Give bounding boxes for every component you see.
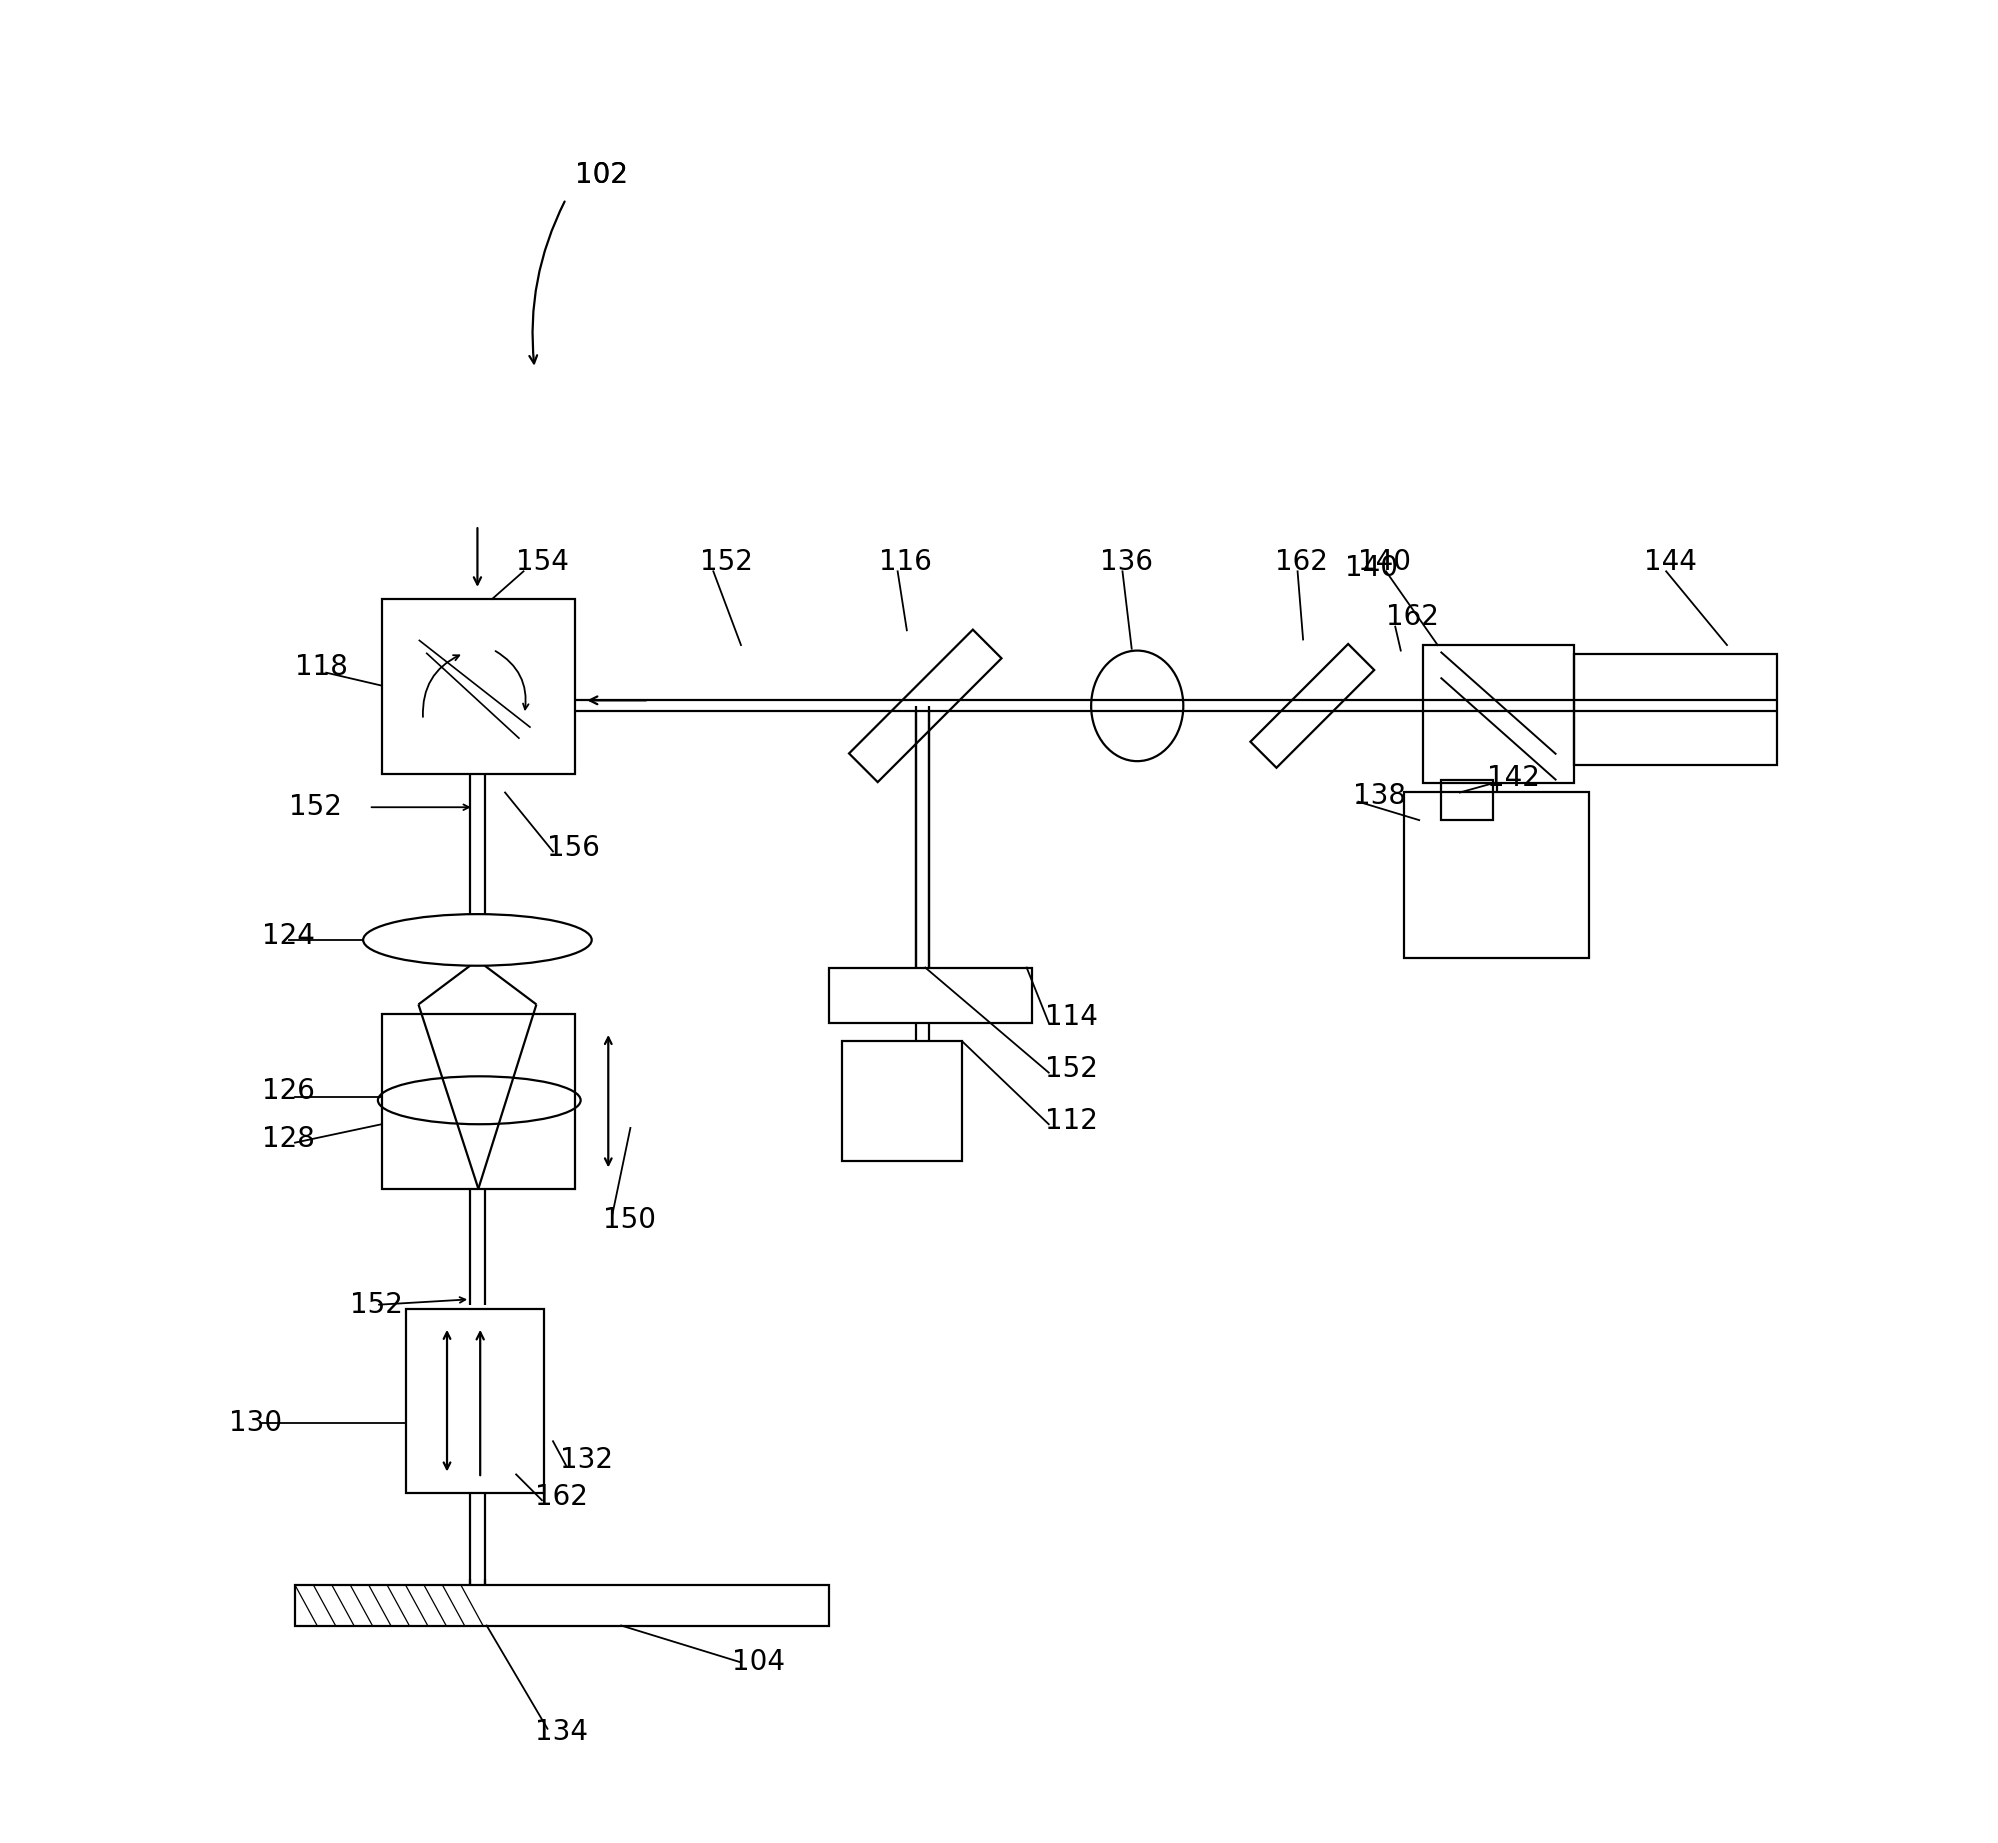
Bar (406, 1309, 543, 1493)
Text: 162: 162 (1275, 547, 1329, 577)
Bar (296, 1585, 829, 1626)
Text: 154: 154 (515, 547, 569, 577)
Bar (1441, 780, 1493, 820)
Text: 142: 142 (1487, 763, 1540, 792)
Text: 152: 152 (1045, 1054, 1099, 1084)
Text: 140: 140 (1345, 553, 1399, 582)
Text: 104: 104 (731, 1648, 785, 1677)
Bar (829, 968, 1033, 1023)
Polygon shape (849, 630, 1001, 781)
Bar (382, 1014, 575, 1189)
Text: 112: 112 (1045, 1106, 1099, 1135)
Text: 132: 132 (559, 1445, 613, 1474)
Bar (1423, 645, 1574, 783)
Bar (1405, 792, 1588, 958)
Text: 144: 144 (1644, 547, 1696, 577)
Text: 118: 118 (296, 652, 348, 682)
Text: 156: 156 (547, 833, 599, 863)
Text: 162: 162 (1387, 603, 1439, 632)
Bar (382, 599, 575, 774)
Text: 134: 134 (535, 1718, 587, 1747)
Text: 152: 152 (290, 792, 342, 822)
Text: 128: 128 (262, 1124, 314, 1154)
Text: 138: 138 (1353, 781, 1407, 811)
Bar (1574, 654, 1776, 765)
Text: 152: 152 (701, 547, 753, 577)
Text: 102: 102 (575, 160, 627, 190)
Text: 124: 124 (262, 922, 314, 951)
Text: 152: 152 (350, 1290, 404, 1320)
Text: 114: 114 (1045, 1003, 1099, 1032)
Text: 126: 126 (262, 1076, 314, 1106)
Ellipse shape (1091, 651, 1183, 761)
Text: 140: 140 (1359, 547, 1411, 577)
Text: 130: 130 (228, 1408, 282, 1438)
Polygon shape (1251, 643, 1375, 769)
Text: 162: 162 (535, 1482, 587, 1511)
Text: 150: 150 (603, 1205, 655, 1235)
Bar (843, 1041, 963, 1161)
Text: 116: 116 (879, 547, 933, 577)
Text: 136: 136 (1101, 547, 1153, 577)
Text: 102: 102 (575, 160, 627, 190)
